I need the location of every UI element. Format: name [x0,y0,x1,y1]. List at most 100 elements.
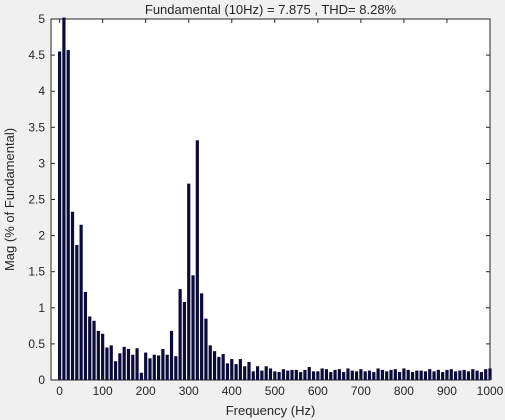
bar [376,368,380,380]
bar [238,359,242,380]
bar [389,369,393,380]
x-axis-ticks: 0 100 200 300 400 500 600 700 800 900 1000 [56,19,504,398]
bar [475,370,479,380]
bar [415,370,419,380]
bar [169,330,174,380]
x-tick-label: 700 [351,384,371,398]
bar [126,348,131,380]
bar [441,372,445,380]
bar [359,369,363,380]
bar [208,345,212,380]
bar [139,372,143,380]
x-tick-label: 1000 [477,384,504,398]
bar [88,316,92,380]
bar [324,369,329,380]
bar [131,354,135,380]
y-tick-label: 1 [38,301,45,315]
y-axis-ticks: 0 0.5 1 1.5 2 2.5 3 3.5 4 4.5 5 [28,12,490,387]
bar [157,355,161,380]
bar [204,318,208,380]
bar [247,361,251,380]
bar [148,358,152,380]
x-tick-label: 100 [93,384,113,398]
bar [350,370,354,380]
bar [423,371,428,380]
bar [479,372,483,380]
bar [217,356,221,380]
bar [484,369,488,380]
bar [337,369,341,380]
bar [268,368,273,380]
bar [62,17,66,381]
bar [311,371,316,380]
bar [251,371,255,380]
bar [385,371,389,380]
bar [277,372,281,380]
bar [191,275,195,380]
bar [471,369,475,380]
bar [462,369,466,380]
bar [466,371,471,380]
bar [432,371,436,380]
y-tick-label: 0 [38,373,45,387]
y-tick-label: 4 [38,84,45,98]
bar [96,330,100,380]
bar [187,183,191,380]
bar [144,352,148,380]
bar [105,347,109,380]
bar [354,371,359,380]
bar [281,369,286,380]
bar [320,368,324,380]
bar [109,345,113,380]
y-tick-label: 2 [38,229,45,243]
y-tick-label: 3 [38,156,45,170]
bar [303,369,307,380]
x-tick-label: 400 [222,384,242,398]
bar [398,372,402,380]
bar [255,366,260,380]
bar [410,372,415,380]
bar [458,370,462,380]
x-tick-label: 800 [394,384,414,398]
y-tick-label: 0.5 [28,337,45,351]
y-axis-title: Mag (% of Fundamental) [2,128,17,271]
x-tick-label: 500 [265,384,285,398]
bar [212,351,217,380]
bar [75,244,79,380]
bar [307,367,311,380]
bar [393,369,397,380]
bar [290,369,294,380]
bar [260,370,264,380]
bar [372,372,376,380]
bar [273,371,277,380]
chart-title: Fundamental (10Hz) = 7.875 , THD= 8.28% [145,2,397,17]
bar [66,50,70,381]
plot-area [50,18,491,381]
x-tick-label: 0 [56,384,63,398]
bar [406,369,410,380]
x-tick-label: 300 [179,384,199,398]
y-tick-label: 5 [38,12,45,26]
bar [329,372,333,380]
bar [165,354,169,380]
bar [122,346,126,380]
bar [195,140,199,380]
x-tick-label: 900 [437,384,457,398]
bar [101,333,105,380]
bar [70,211,75,380]
bar [333,369,337,380]
bar [152,354,156,380]
bar-series [58,17,492,381]
bar [178,289,182,380]
bar [118,353,122,380]
bar [225,363,230,380]
bar [299,372,303,380]
bar [234,364,238,380]
bar [174,356,178,380]
bar [243,366,247,380]
bar [79,224,83,380]
x-tick-label: 600 [308,384,328,398]
bar [342,372,346,380]
y-tick-label: 1.5 [28,265,45,279]
